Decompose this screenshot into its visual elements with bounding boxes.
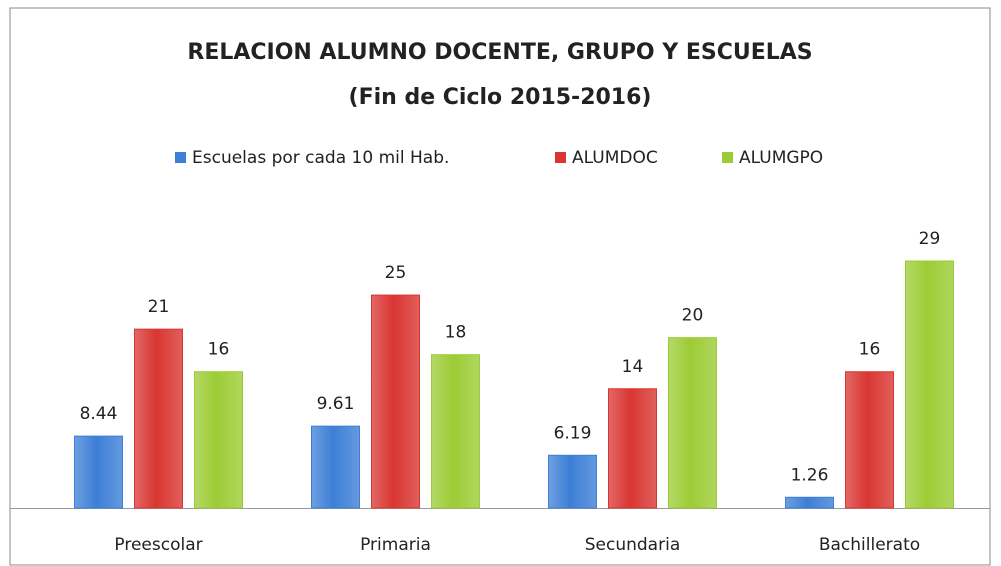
chart-subtitle: (Fin de Ciclo 2015-2016) (349, 85, 652, 110)
bar (134, 328, 183, 509)
chart-title: RELACION ALUMNO DOCENTE, GRUPO Y ESCUELA… (187, 40, 812, 65)
data-label: 18 (445, 323, 467, 343)
data-label: 29 (919, 229, 941, 249)
data-label: 16 (859, 340, 881, 360)
data-label: 16 (208, 340, 230, 360)
legend-swatch (175, 152, 186, 163)
bar (905, 260, 954, 509)
bar (431, 354, 480, 509)
legend-swatch (555, 152, 566, 163)
legend-swatch (722, 152, 733, 163)
legend-label: ALUMDOC (572, 148, 658, 168)
data-label: 6.19 (554, 423, 592, 443)
x-tick-label: Bachillerato (819, 535, 920, 555)
legend-label: ALUMGPO (739, 148, 823, 168)
bar (311, 425, 360, 509)
data-label: 20 (682, 306, 704, 326)
data-label: 14 (622, 357, 644, 377)
bar (548, 454, 597, 509)
data-label: 25 (385, 263, 407, 283)
bar (608, 388, 657, 509)
bar (668, 337, 717, 509)
data-label: 21 (148, 297, 170, 317)
bar (845, 371, 894, 509)
x-tick-label: Secundaria (585, 535, 680, 555)
bar (194, 371, 243, 509)
data-label: 1.26 (791, 465, 829, 485)
bar (371, 294, 420, 509)
bar (785, 496, 834, 509)
legend-label: Escuelas por cada 10 mil Hab. (192, 148, 449, 168)
data-label: 9.61 (317, 394, 355, 414)
bar (74, 435, 123, 509)
x-tick-label: Primaria (360, 535, 431, 555)
x-tick-label: Preescolar (114, 535, 202, 555)
data-label: 8.44 (80, 404, 118, 424)
